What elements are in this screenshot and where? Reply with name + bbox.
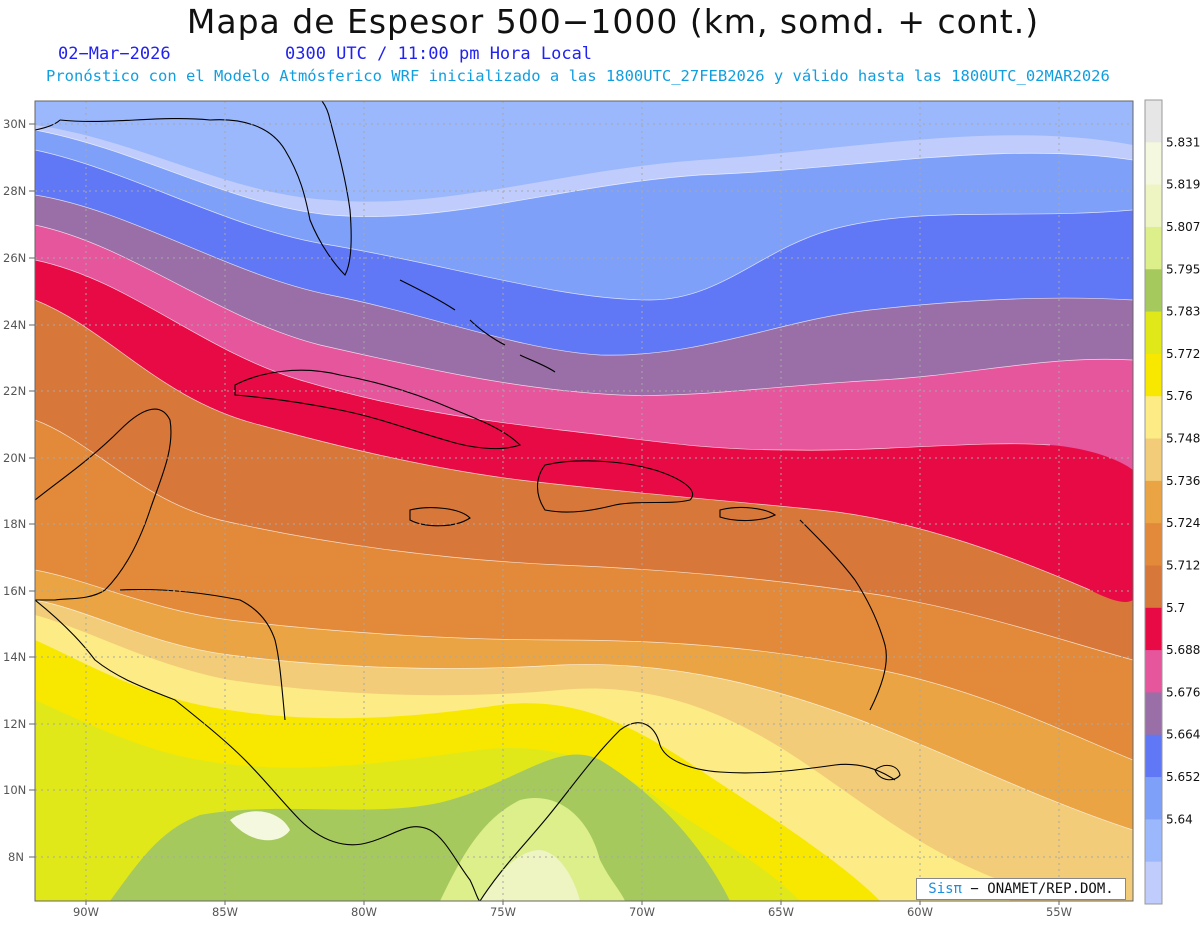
colorbar-label: 5.676: [1166, 685, 1200, 699]
lat-tick-label: 22N: [3, 384, 26, 398]
colorbar-label: 5.712: [1166, 558, 1200, 572]
lon-gridlines: [85, 101, 1060, 901]
colorbar-label: 5.783: [1166, 305, 1200, 319]
trinidad-coast: [874, 764, 901, 781]
band-5.831: [230, 811, 290, 841]
colorbar-label: 5.664: [1166, 728, 1200, 742]
lat-tick-label: 26N: [3, 251, 26, 265]
lat-tick-label: 16N: [3, 584, 26, 598]
lon-tick-label: 80W: [351, 905, 377, 919]
colorbar-swatch: [1145, 353, 1162, 397]
lat-tick-label: 24N: [3, 318, 26, 332]
colorbar-label: 5.819: [1166, 178, 1200, 192]
lat-tick-label: 18N: [3, 517, 26, 531]
lat-tick-label: 8N: [8, 850, 24, 864]
lat-axis: 30N 28N 26N 24N 22N 20N 18N 16N 14N 12N …: [3, 117, 35, 864]
lat-tick-label: 14N: [3, 650, 26, 664]
colorbar-swatch: [1145, 861, 1162, 905]
colorbar-label: 5.736: [1166, 474, 1200, 488]
contour-lines: [35, 129, 1133, 831]
coastlines: [35, 101, 901, 901]
credit-brand: Sisπ: [928, 881, 962, 897]
colorbar-swatch: [1145, 142, 1162, 186]
bahamas: [399, 279, 556, 373]
colorbar-label: 5.64: [1166, 812, 1193, 826]
colorbar-frame: [1144, 99, 1163, 905]
colorbar-swatch: [1145, 311, 1162, 355]
colorbar-swatch: [1145, 480, 1162, 524]
colorbar-swatch: [1145, 777, 1162, 820]
lat-tick-label: 28N: [3, 184, 26, 198]
colorbar-label: 5.772: [1166, 347, 1200, 361]
lesser-antilles: [799, 519, 887, 711]
lon-tick-label: 70W: [629, 905, 655, 919]
honduras-coast: [119, 588, 286, 721]
colorbar-label: 5.748: [1166, 432, 1200, 446]
lat-tick-label: 30N: [3, 117, 26, 131]
colorbar-swatch: [1145, 269, 1162, 313]
yucatan-coast: [35, 408, 172, 601]
colorbar-swatch: [1145, 438, 1162, 482]
florida-coast: [59, 101, 352, 276]
puerto-rico-coast: [719, 506, 777, 522]
band-5.819: [480, 850, 580, 901]
colorbar-label: 5.831: [1166, 135, 1200, 149]
colorbar-label: 5.7: [1166, 601, 1185, 615]
colorbar-swatch: [1145, 523, 1162, 566]
central-america-coast: [35, 599, 481, 901]
colorbar-swatch: [1145, 100, 1162, 143]
hispaniola-coast: [536, 460, 693, 513]
colorbar-label: 5.724: [1166, 516, 1200, 530]
colorbar-label: 5.807: [1166, 220, 1200, 234]
band-5.807: [440, 798, 625, 901]
lon-tick-label: 85W: [212, 905, 238, 919]
map-frame: [34, 100, 1134, 902]
lon-tick-label: 60W: [907, 905, 933, 919]
colorbar-swatch: [1145, 184, 1162, 228]
forecast-time: 0300 UTC / 11:00 pm Hora Local: [285, 44, 593, 64]
colorbar-swatch: [1145, 734, 1162, 778]
colorbar-swatch: [1145, 226, 1162, 270]
lat-tick-label: 10N: [3, 783, 26, 797]
colorbar-swatch: [1145, 650, 1162, 693]
page-title: Mapa de Espesor 500−1000 (km, somd. + co…: [186, 2, 1040, 41]
lon-tick-label: 75W: [490, 905, 516, 919]
forecast-info: Pronóstico con el Modelo Atmósferico WRF…: [46, 67, 1110, 85]
lat-tick-label: 20N: [3, 451, 26, 465]
credit-text: − ONAMET/REP.DOM.: [970, 881, 1114, 897]
band-5.64: [35, 101, 1133, 202]
lon-tick-label: 55W: [1046, 905, 1072, 919]
credit-box: Sisπ − ONAMET/REP.DOM.: [916, 878, 1126, 900]
lon-tick-label: 90W: [73, 905, 99, 919]
south-america-coast: [479, 722, 896, 901]
lon-tick-label: 65W: [768, 905, 794, 919]
colorbar-label: 5.688: [1166, 643, 1200, 657]
colorbar-swatch: [1145, 396, 1162, 440]
colorbar: 5.831 5.819 5.807 5.795 5.783 5.772 5.76 5.748 5…: [1144, 99, 1200, 905]
thickness-bands: [35, 101, 1133, 901]
lat-tick-label: 12N: [3, 717, 26, 731]
colorbar-label: 5.76: [1166, 389, 1193, 403]
colorbar-swatch: [1145, 692, 1162, 736]
colorbar-label: 5.795: [1166, 262, 1200, 276]
colorbar-label: 5.652: [1166, 770, 1200, 784]
colorbar-swatch: [1145, 607, 1162, 651]
colorbar-swatch: [1145, 819, 1162, 863]
colorbar-swatch: [1145, 565, 1162, 609]
cuba-coast: [234, 369, 522, 450]
gulf-coast: [35, 119, 61, 131]
forecast-date: 02−Mar−2026: [58, 44, 171, 64]
lon-axis: 90W 85W 80W 75W 70W 65W 60W 55W: [73, 901, 1072, 919]
